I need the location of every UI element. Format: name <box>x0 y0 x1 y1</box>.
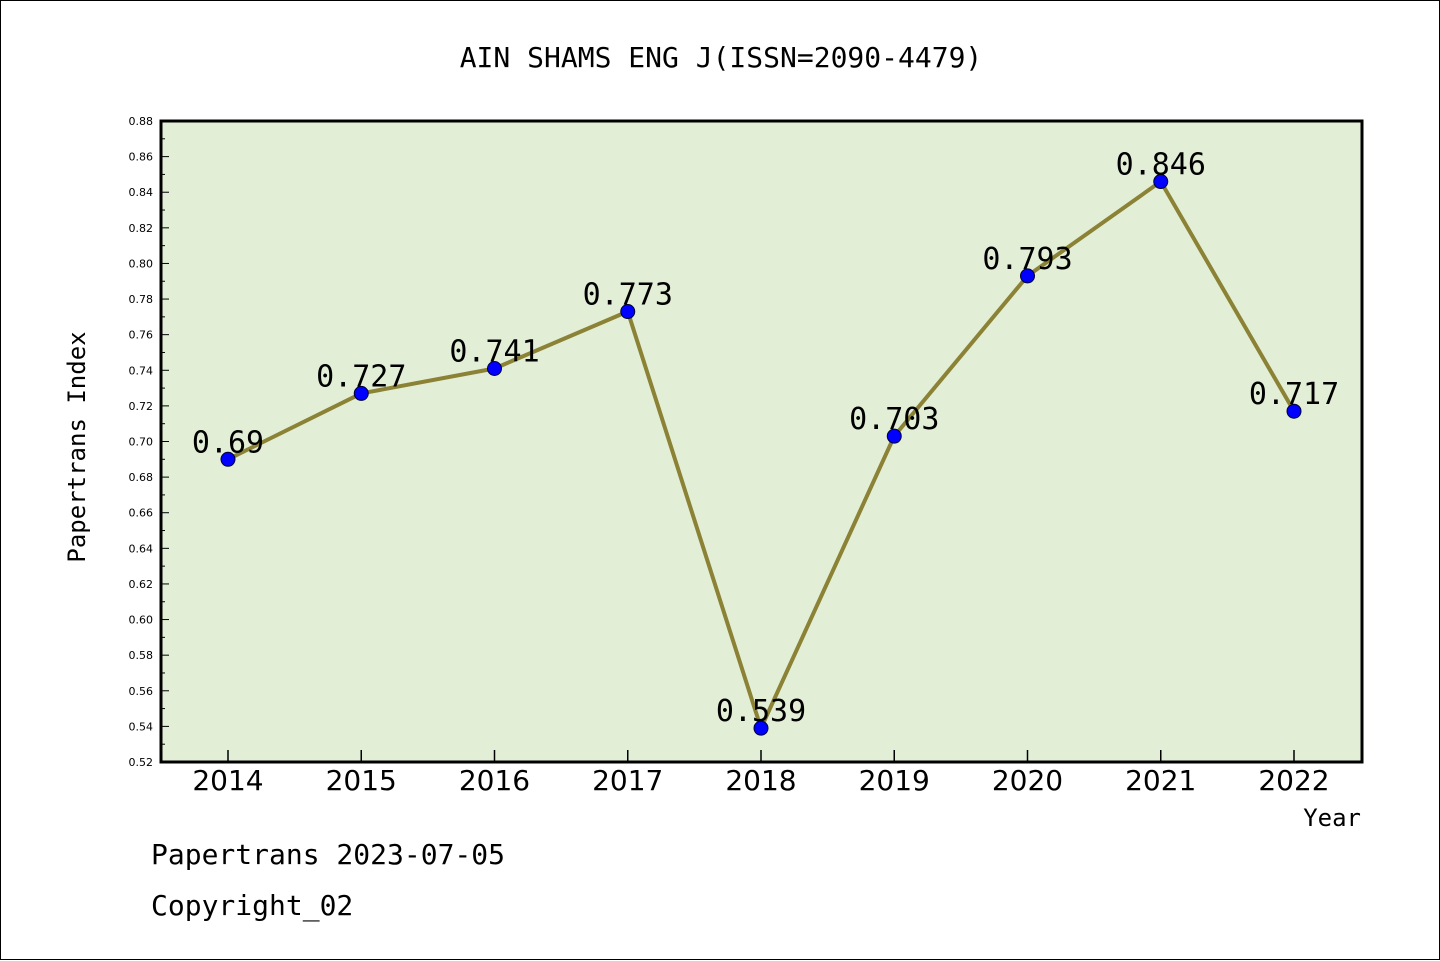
y-tick-label: 0.56 <box>129 685 154 698</box>
y-tick-label: 0.76 <box>129 329 154 342</box>
data-point <box>1286 403 1302 419</box>
y-tick-label: 0.88 <box>129 115 154 128</box>
data-point <box>353 385 369 401</box>
chart-title: AIN SHAMS ENG J(ISSN=2090-4479) <box>460 41 983 74</box>
data-labels: 0.69 0.727 0.741 0.773 0.539 0.703 0.793 0.846 0… <box>192 148 1339 730</box>
y-tick-label: 0.64 <box>129 542 154 555</box>
y-tick-label: 0.72 <box>129 400 154 413</box>
y-tick-label: 0.70 <box>129 436 154 449</box>
x-tick-label: 2021 <box>1125 764 1196 797</box>
y-tick-label: 0.84 <box>129 186 154 199</box>
x-tick-label: 2020 <box>992 764 1063 797</box>
data-point <box>1020 268 1035 284</box>
x-tick-label: 2022 <box>1258 764 1329 797</box>
data-label: 0.539 <box>716 694 806 729</box>
data-label: 0.703 <box>849 402 939 437</box>
data-label: 0.773 <box>583 278 673 313</box>
y-tick-label: 0.54 <box>129 720 154 733</box>
data-label: 0.741 <box>449 334 539 369</box>
data-label: 0.69 <box>192 425 264 460</box>
data-point <box>1153 174 1169 190</box>
x-axis: 2014 2015 2016 2017 2018 2019 2020 2021 2022 <box>192 750 1330 797</box>
y-tick-label: 0.52 <box>129 756 154 769</box>
x-tick-label: 2016 <box>459 764 530 797</box>
data-point <box>886 428 902 444</box>
y-axis-title: Papertrans Index <box>63 331 91 562</box>
series-papertrans-index <box>220 174 1302 736</box>
x-tick-label: 2014 <box>192 764 263 797</box>
footer-copyright: Copyright_02 <box>151 889 353 923</box>
data-point <box>620 304 636 320</box>
data-point <box>487 360 502 376</box>
y-tick-label: 0.68 <box>129 471 154 484</box>
y-tick-label: 0.62 <box>129 578 154 591</box>
y-tick-label: 0.86 <box>129 151 154 164</box>
data-label: 0.727 <box>316 359 406 394</box>
data-point <box>753 720 769 736</box>
data-label: 0.717 <box>1249 377 1339 412</box>
y-axis: 0.52 0.54 0.56 0.58 0.60 0.62 0.64 0.66 0.68 0.70… <box>129 115 169 769</box>
y-tick-label: 0.58 <box>129 649 154 662</box>
y-tick-label: 0.82 <box>129 222 154 235</box>
y-tick-label: 0.66 <box>129 507 154 520</box>
y-tick-label: 0.74 <box>129 364 154 377</box>
data-point <box>220 451 236 467</box>
x-tick-label: 2017 <box>592 764 663 797</box>
data-label: 0.793 <box>982 242 1072 277</box>
x-tick-label: 2015 <box>326 764 397 797</box>
x-tick-label: 2018 <box>725 764 796 797</box>
data-label: 0.846 <box>1116 148 1206 183</box>
y-tick-label: 0.78 <box>129 293 154 306</box>
x-axis-title: Year <box>1303 804 1361 832</box>
plot-area <box>159 119 1364 764</box>
footer-date: Papertrans 2023-07-05 <box>151 838 505 871</box>
x-tick-label: 2019 <box>859 764 930 797</box>
y-tick-label: 0.80 <box>129 257 154 270</box>
y-tick-label: 0.60 <box>129 614 154 627</box>
